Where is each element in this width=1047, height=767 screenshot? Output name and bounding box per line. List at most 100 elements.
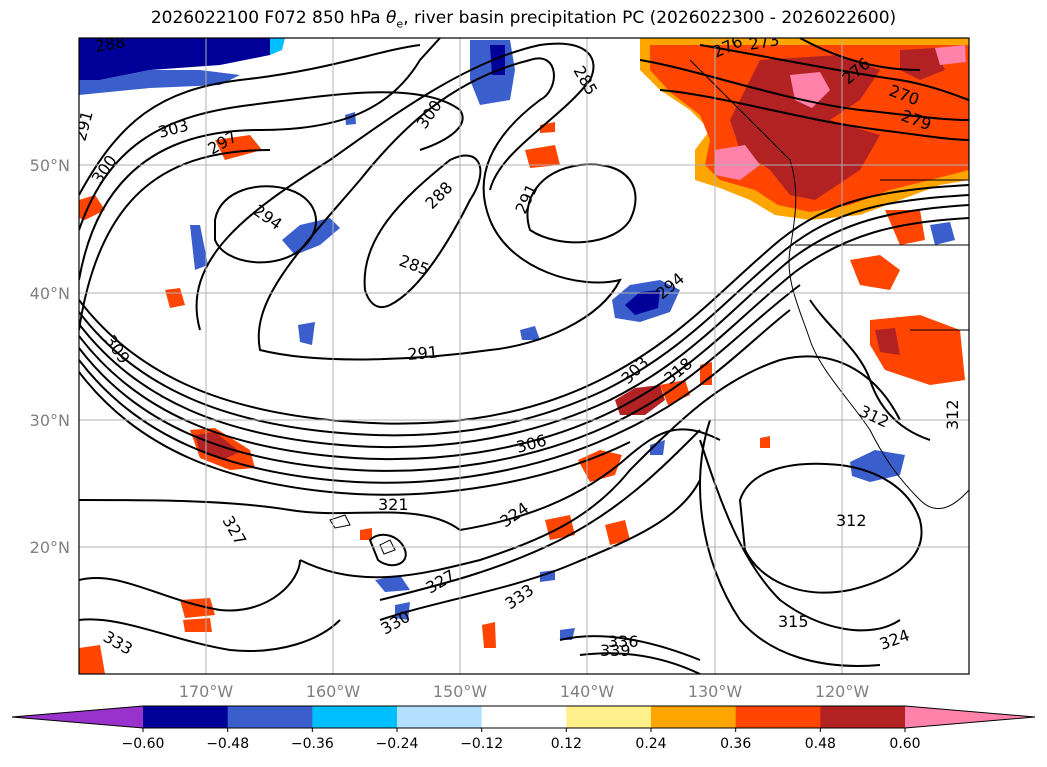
contour-line (79, 91, 464, 231)
contour-line (659, 89, 969, 141)
pos-patch (760, 436, 770, 448)
contour-line (195, 42, 595, 331)
pos-patch (715, 145, 760, 180)
contour-line (79, 44, 421, 196)
neg-patch (190, 225, 208, 270)
colorbar-extend-low (12, 706, 143, 728)
lat-labels: 50°N 40°N 30°N 20°N (30, 156, 70, 557)
lon-label: 150°W (433, 682, 488, 701)
map-frame (78, 37, 970, 675)
contour-line (299, 355, 901, 579)
colorbar-extend-high (905, 706, 1035, 728)
lat-label: 50°N (30, 156, 70, 175)
pos-patch (615, 385, 665, 415)
colorbar-segment (143, 706, 229, 728)
contour-line (79, 618, 341, 652)
lat-label: 20°N (30, 538, 70, 557)
contour-label: 315 (778, 612, 809, 631)
colorbar-tick-label: 0.48 (805, 736, 836, 752)
neg-patch (375, 575, 410, 592)
coastline (689, 59, 969, 510)
contour-label: 273 (747, 30, 780, 54)
lat-label: 40°N (30, 284, 70, 303)
contour-line (79, 194, 969, 437)
colorbar-tick-label: −0.12 (460, 736, 503, 752)
neg-patch (79, 70, 240, 95)
contour-line (214, 185, 317, 264)
lon-label: 130°W (688, 682, 743, 701)
contour-line (799, 38, 921, 71)
contour-line (738, 462, 923, 594)
neg-patch (650, 440, 665, 455)
contour-line (699, 419, 881, 667)
contour-line (257, 57, 622, 361)
colorbar-segment (651, 706, 737, 728)
contour-label: 336 (608, 632, 639, 651)
contour-line (79, 38, 441, 281)
neg-patch (850, 450, 905, 482)
lat-label: 30°N (30, 411, 70, 430)
contour-line (579, 652, 701, 674)
contour-label: 312 (943, 399, 962, 430)
contour-label: 312 (836, 511, 867, 530)
contour-line (559, 635, 701, 661)
colorbar-tick-label: 0.36 (720, 736, 751, 752)
colorbar-segment (566, 706, 652, 728)
pos-patch (183, 618, 212, 632)
contour-line (79, 149, 271, 331)
pos-patch (875, 328, 900, 355)
pos-patch (525, 145, 560, 168)
contour-label: 339 (600, 641, 631, 660)
pos-patch (482, 622, 496, 648)
pos-patch (850, 255, 900, 290)
lon-labels: 170°W 160°W 150°W 140°W 130°W 120°W (179, 682, 870, 701)
colorbar-tick-label: −0.60 (122, 736, 165, 752)
chart-title: 2026022100 F072 850 hPa θe, river basin … (150, 8, 897, 31)
colorbar-segment (227, 706, 313, 728)
island (379, 539, 396, 555)
graticule (79, 38, 969, 674)
neg-patch (270, 38, 285, 55)
colorbar-tick-label: −0.36 (291, 736, 334, 752)
contour-label: 321 (378, 495, 409, 514)
lon-label: 120°W (815, 682, 870, 701)
lon-label: 160°W (306, 682, 361, 701)
colorbar-tick-label: −0.24 (376, 736, 419, 752)
contour-line (79, 204, 969, 449)
pos-patch (885, 210, 925, 245)
contour-line (79, 559, 301, 612)
pos-patch (605, 520, 630, 545)
pos-patch (578, 450, 622, 482)
pos-patch (79, 645, 105, 674)
contour-line (79, 217, 969, 461)
contour-line (79, 309, 791, 484)
pos-patch (360, 528, 372, 540)
contour-line (363, 154, 482, 309)
colorbar-tick-label: 0.12 (551, 736, 582, 752)
colorbar-tick-label: 0.24 (635, 736, 666, 752)
contour-line (699, 439, 901, 632)
neg-patch (395, 602, 410, 620)
pos-patch (660, 380, 690, 405)
lon-label: 170°W (179, 682, 234, 701)
contour-line (79, 184, 969, 425)
coastline-layer (329, 59, 969, 555)
lon-label: 140°W (560, 682, 615, 701)
neg-patch (520, 326, 540, 340)
neg-patch (625, 290, 660, 315)
colorbar-segment (312, 706, 398, 728)
contour-line (79, 428, 721, 532)
colorbar-tick-label: −0.48 (206, 736, 249, 752)
neg-patch (79, 38, 280, 80)
contour-line (526, 163, 637, 244)
contour-layer (79, 38, 969, 674)
colorbar: −0.60 −0.48 −0.36 −0.24 −0.12 0.12 0.24 0.36 0.4… (11, 705, 1036, 752)
colorbar-segment (481, 706, 567, 728)
contour-line (79, 284, 801, 472)
neg-patch (490, 45, 505, 75)
contour-line (79, 371, 631, 496)
contour-line (379, 479, 701, 621)
colorbar-segment (397, 706, 483, 728)
neg-patch (930, 222, 955, 245)
